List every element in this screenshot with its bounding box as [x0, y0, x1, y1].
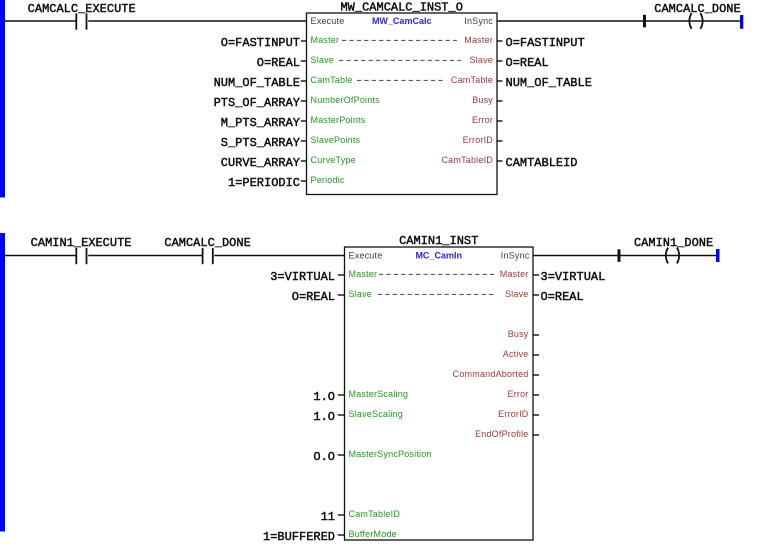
svg-text:Slave: Slave	[469, 55, 493, 65]
svg-text:Execute: Execute	[311, 16, 345, 26]
svg-text:CAMCALC_DONE: CAMCALC_DONE	[654, 2, 740, 16]
svg-text:O=FASTINPUT: O=FASTINPUT	[506, 36, 585, 50]
svg-text:O=FASTINPUT: O=FASTINPUT	[221, 36, 300, 50]
svg-text:NUM_OF_TABLE: NUM_OF_TABLE	[214, 76, 300, 90]
svg-text:O=REAL: O=REAL	[257, 56, 300, 70]
svg-text:BufferMode: BufferMode	[349, 529, 397, 539]
svg-text:CamTable: CamTable	[311, 75, 353, 85]
svg-text:3=VIRTUAL: 3=VIRTUAL	[270, 270, 335, 284]
svg-text:CURVE_ARRAY: CURVE_ARRAY	[221, 156, 300, 170]
svg-text:Busy: Busy	[472, 95, 493, 105]
svg-text:SlavePoints: SlavePoints	[311, 135, 361, 145]
svg-text:InSync: InSync	[464, 16, 493, 26]
svg-text:MasterSyncPosition: MasterSyncPosition	[349, 449, 432, 459]
svg-text:Execute: Execute	[349, 251, 383, 261]
svg-text:O.O: O.O	[313, 450, 335, 464]
svg-text:CAMCALC_EXECUTE: CAMCALC_EXECUTE	[28, 2, 136, 16]
svg-text:CAMIN1_EXECUTE: CAMIN1_EXECUTE	[31, 236, 132, 250]
svg-text:CAMIN1_DONE: CAMIN1_DONE	[634, 236, 713, 250]
svg-text:S_PTS_ARRAY: S_PTS_ARRAY	[221, 136, 300, 150]
svg-text:ErrorID: ErrorID	[463, 135, 494, 145]
svg-text:CamTableID: CamTableID	[349, 509, 401, 519]
svg-text:Error: Error	[472, 115, 493, 125]
svg-text:Slave: Slave	[349, 289, 373, 299]
svg-text:Master: Master	[349, 269, 378, 279]
svg-text:O=REAL: O=REAL	[541, 290, 584, 304]
svg-text:Master: Master	[464, 35, 493, 45]
svg-text:Master: Master	[311, 35, 340, 45]
svg-text:MasterPoints: MasterPoints	[311, 115, 366, 125]
svg-text:CAMIN1_INST: CAMIN1_INST	[399, 234, 478, 248]
svg-text:Master: Master	[500, 269, 529, 279]
svg-text:O=REAL: O=REAL	[292, 290, 335, 304]
svg-text:MW_CamCalc: MW_CamCalc	[372, 16, 432, 26]
svg-text:CamTable: CamTable	[451, 75, 493, 85]
svg-text:CommandAborted: CommandAborted	[453, 369, 529, 379]
svg-text:MC_CamIn: MC_CamIn	[415, 251, 462, 261]
svg-text:MasterScaling: MasterScaling	[349, 389, 409, 399]
svg-text:Busy: Busy	[508, 329, 529, 339]
svg-text:CAMTABLEID: CAMTABLEID	[506, 156, 578, 170]
svg-text:EndOfProfile: EndOfProfile	[475, 429, 528, 439]
svg-text:MW_CAMCALC_INST_O: MW_CAMCALC_INST_O	[340, 1, 462, 15]
svg-text:CamTableID: CamTableID	[441, 155, 493, 165]
svg-text:1.O: 1.O	[313, 390, 335, 404]
svg-text:1.O: 1.O	[313, 410, 335, 424]
svg-text:Slave: Slave	[505, 289, 529, 299]
svg-text:CAMCALC_DONE: CAMCALC_DONE	[164, 236, 250, 250]
svg-text:Error: Error	[508, 389, 529, 399]
svg-text:1=PERIODIC: 1=PERIODIC	[228, 176, 300, 190]
svg-text:SlaveScaling: SlaveScaling	[349, 409, 403, 419]
svg-text:CurveType: CurveType	[311, 155, 356, 165]
svg-text:ErrorID: ErrorID	[498, 409, 529, 419]
svg-text:Slave: Slave	[311, 55, 335, 65]
svg-text:O=REAL: O=REAL	[506, 56, 549, 70]
svg-text:InSync: InSync	[501, 251, 530, 261]
svg-text:Periodic: Periodic	[311, 175, 345, 185]
svg-text:NUM_OF_TABLE: NUM_OF_TABLE	[506, 76, 592, 90]
svg-text:1=BUFFERED: 1=BUFFERED	[263, 530, 335, 544]
svg-text:Active: Active	[503, 349, 529, 359]
svg-text:11: 11	[321, 510, 335, 524]
svg-text:3=VIRTUAL: 3=VIRTUAL	[541, 270, 606, 284]
svg-text:NumberOfPoints: NumberOfPoints	[311, 95, 381, 105]
svg-text:PTS_OF_ARRAY: PTS_OF_ARRAY	[214, 96, 300, 110]
svg-text:M_PTS_ARRAY: M_PTS_ARRAY	[221, 116, 300, 130]
